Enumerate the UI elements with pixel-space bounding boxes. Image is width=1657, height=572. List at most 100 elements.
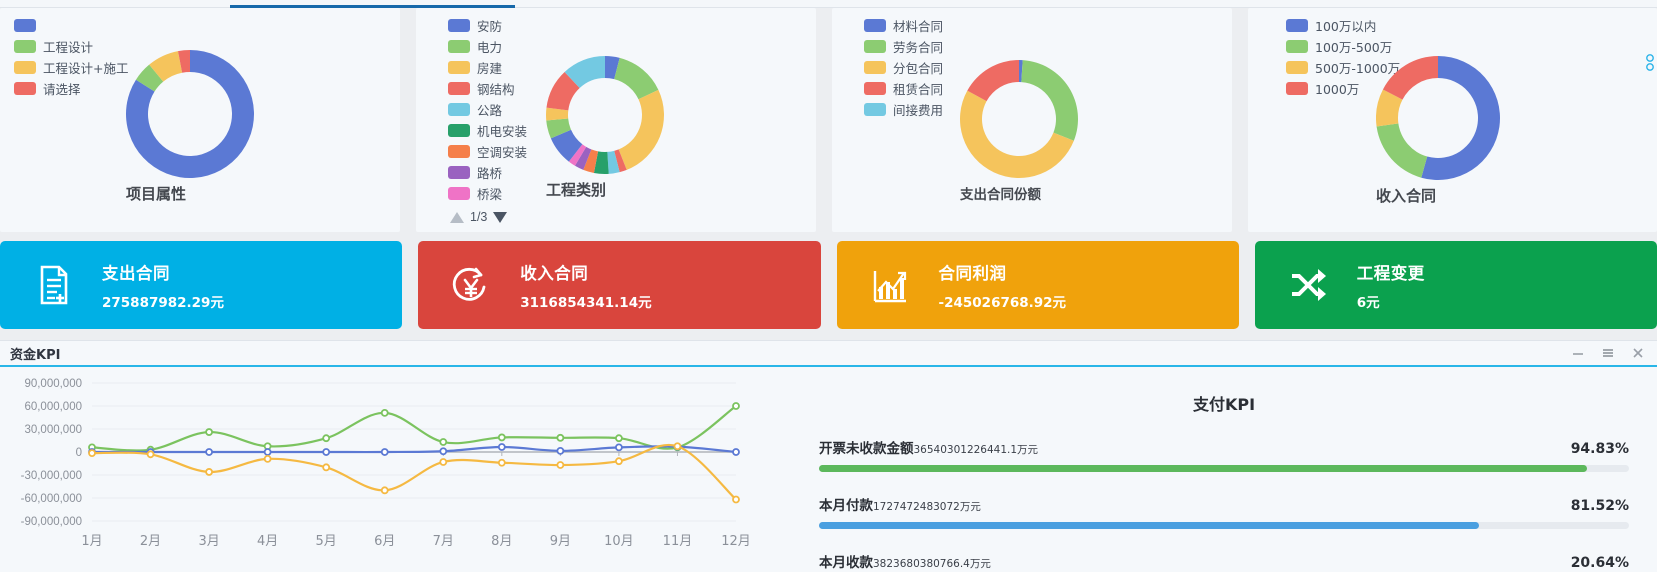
active-tab-indicator[interactable] bbox=[230, 5, 515, 8]
legend-item[interactable]: 500万-1000万 bbox=[1286, 58, 1400, 76]
data-point[interactable] bbox=[732, 402, 740, 410]
data-point[interactable] bbox=[263, 448, 272, 456]
legend-label: 材料合同 bbox=[893, 18, 944, 34]
donut-slice[interactable] bbox=[546, 107, 569, 121]
x-axis-tick: 9月 bbox=[550, 534, 571, 549]
triangle-up-icon[interactable] bbox=[450, 211, 464, 223]
donut-slice[interactable] bbox=[178, 50, 190, 73]
kpi-tile-2[interactable]: 合同利润 -245026768.92元 bbox=[836, 241, 1239, 329]
donut-slice[interactable] bbox=[967, 60, 1019, 102]
donut-slice[interactable] bbox=[614, 57, 659, 100]
payment-kpi-line: 开票未收款金额 36540301226441.1万元 94.83% bbox=[819, 437, 1629, 457]
donut-slice[interactable] bbox=[546, 71, 580, 111]
legend-item[interactable]: 100万以内 bbox=[1286, 16, 1400, 34]
donut-slice[interactable] bbox=[1376, 89, 1403, 127]
legend-item[interactable]: 房建 bbox=[448, 58, 527, 76]
legend-item[interactable]: 1000万 bbox=[1286, 79, 1400, 97]
data-point[interactable] bbox=[732, 495, 740, 504]
data-point[interactable] bbox=[556, 461, 565, 469]
payment-kpi-line: 本月收款 3823680380766.4万元 20.64% bbox=[819, 551, 1629, 571]
data-point[interactable] bbox=[615, 457, 623, 466]
data-point[interactable] bbox=[322, 434, 331, 443]
donut-slice[interactable] bbox=[614, 149, 627, 173]
data-point[interactable] bbox=[615, 434, 623, 443]
legend-item[interactable]: 100万-500万 bbox=[1286, 37, 1400, 55]
data-point[interactable] bbox=[439, 458, 448, 466]
donut-slice[interactable] bbox=[149, 51, 183, 82]
menu-icon[interactable] bbox=[1601, 346, 1615, 360]
legend: 工程设计工程设计+施工 请选择 bbox=[14, 16, 128, 97]
legend-item[interactable]: 租赁合同 bbox=[864, 79, 943, 97]
legend-item[interactable]: 安防 bbox=[448, 16, 527, 34]
legend-item[interactable]: 钢结构 bbox=[448, 79, 527, 97]
data-point[interactable] bbox=[205, 428, 213, 436]
legend-swatch bbox=[448, 39, 470, 53]
donut-slice[interactable] bbox=[1382, 56, 1438, 100]
data-point[interactable] bbox=[205, 468, 213, 476]
donut-slice[interactable] bbox=[1019, 60, 1023, 83]
close-icon[interactable] bbox=[1631, 346, 1645, 360]
data-point[interactable] bbox=[556, 446, 565, 455]
data-point[interactable] bbox=[146, 450, 155, 459]
donut-slice[interactable] bbox=[618, 89, 664, 170]
legend-item[interactable]: 工程设计+施工 bbox=[14, 58, 128, 76]
donut-slice[interactable] bbox=[1376, 123, 1428, 178]
donut-slice[interactable] bbox=[605, 56, 620, 80]
data-point[interactable] bbox=[322, 463, 331, 472]
legend-swatch bbox=[864, 39, 886, 53]
donut-slice[interactable] bbox=[568, 144, 587, 166]
legend-item[interactable]: 机电安装 bbox=[448, 121, 527, 139]
legend-item[interactable]: 桥梁 bbox=[448, 184, 527, 202]
donut-slice[interactable] bbox=[125, 50, 254, 178]
data-point[interactable] bbox=[380, 409, 389, 417]
data-point[interactable] bbox=[205, 448, 213, 456]
data-point[interactable] bbox=[497, 458, 506, 467]
legend-item[interactable]: 空调安装 bbox=[448, 142, 527, 160]
donut-slice[interactable] bbox=[1021, 60, 1078, 141]
data-point[interactable] bbox=[322, 448, 331, 456]
donut-slice[interactable] bbox=[1421, 56, 1500, 180]
kpi-tile-3[interactable]: 工程变更 6元 bbox=[1254, 241, 1657, 329]
legend-item[interactable]: 材料合同 bbox=[864, 16, 943, 34]
data-point[interactable] bbox=[439, 447, 448, 456]
data-point[interactable] bbox=[497, 443, 506, 451]
legend-item[interactable]: 路桥 bbox=[448, 163, 527, 181]
data-point[interactable] bbox=[380, 486, 389, 495]
legend-item[interactable]: 公路 bbox=[448, 100, 527, 118]
data-point[interactable] bbox=[439, 438, 448, 446]
data-point[interactable] bbox=[380, 448, 389, 456]
legend-item[interactable]: 劳务合同 bbox=[864, 37, 943, 55]
legend-item[interactable]: 间接费用 bbox=[864, 100, 943, 118]
legend-item[interactable]: 分包合同 bbox=[864, 58, 943, 76]
donut-slice[interactable] bbox=[550, 129, 583, 162]
kpi-tile-0[interactable]: 支出合同 275887982.29元 bbox=[0, 241, 403, 329]
donut-slice[interactable] bbox=[960, 90, 1074, 179]
donut-slice[interactable] bbox=[546, 118, 572, 139]
donut-slice[interactable] bbox=[135, 64, 164, 92]
data-point[interactable] bbox=[673, 442, 682, 451]
legend-item[interactable]: 电力 bbox=[448, 37, 527, 55]
donut-slice[interactable] bbox=[593, 151, 609, 174]
minimize-icon[interactable] bbox=[1571, 346, 1585, 360]
legend-swatch bbox=[448, 102, 470, 116]
kpi-tile-1[interactable]: 收入合同 3116854341.14元 bbox=[418, 241, 821, 329]
data-point[interactable] bbox=[263, 455, 272, 463]
legend-item[interactable]: 工程设计 bbox=[14, 37, 128, 55]
data-point[interactable] bbox=[615, 443, 623, 452]
data-point[interactable] bbox=[732, 448, 740, 456]
data-point[interactable] bbox=[497, 433, 506, 442]
donut-slice[interactable] bbox=[583, 149, 599, 173]
legend-item[interactable]: 请选择 bbox=[14, 79, 128, 97]
legend-item[interactable] bbox=[14, 16, 128, 34]
donut-slice[interactable] bbox=[607, 150, 620, 174]
data-point[interactable] bbox=[88, 449, 96, 458]
legend-label: 机电安装 bbox=[477, 123, 528, 139]
donut-slice[interactable] bbox=[574, 146, 592, 170]
shuffle-arrows-icon bbox=[1285, 262, 1331, 308]
settings-gear-icon[interactable] bbox=[1641, 52, 1655, 78]
panel-toolbar bbox=[1571, 346, 1645, 360]
data-point[interactable] bbox=[556, 433, 565, 442]
donut-slice[interactable] bbox=[564, 56, 605, 89]
triangle-down-icon[interactable] bbox=[493, 211, 508, 223]
legend-swatch bbox=[1286, 60, 1308, 74]
